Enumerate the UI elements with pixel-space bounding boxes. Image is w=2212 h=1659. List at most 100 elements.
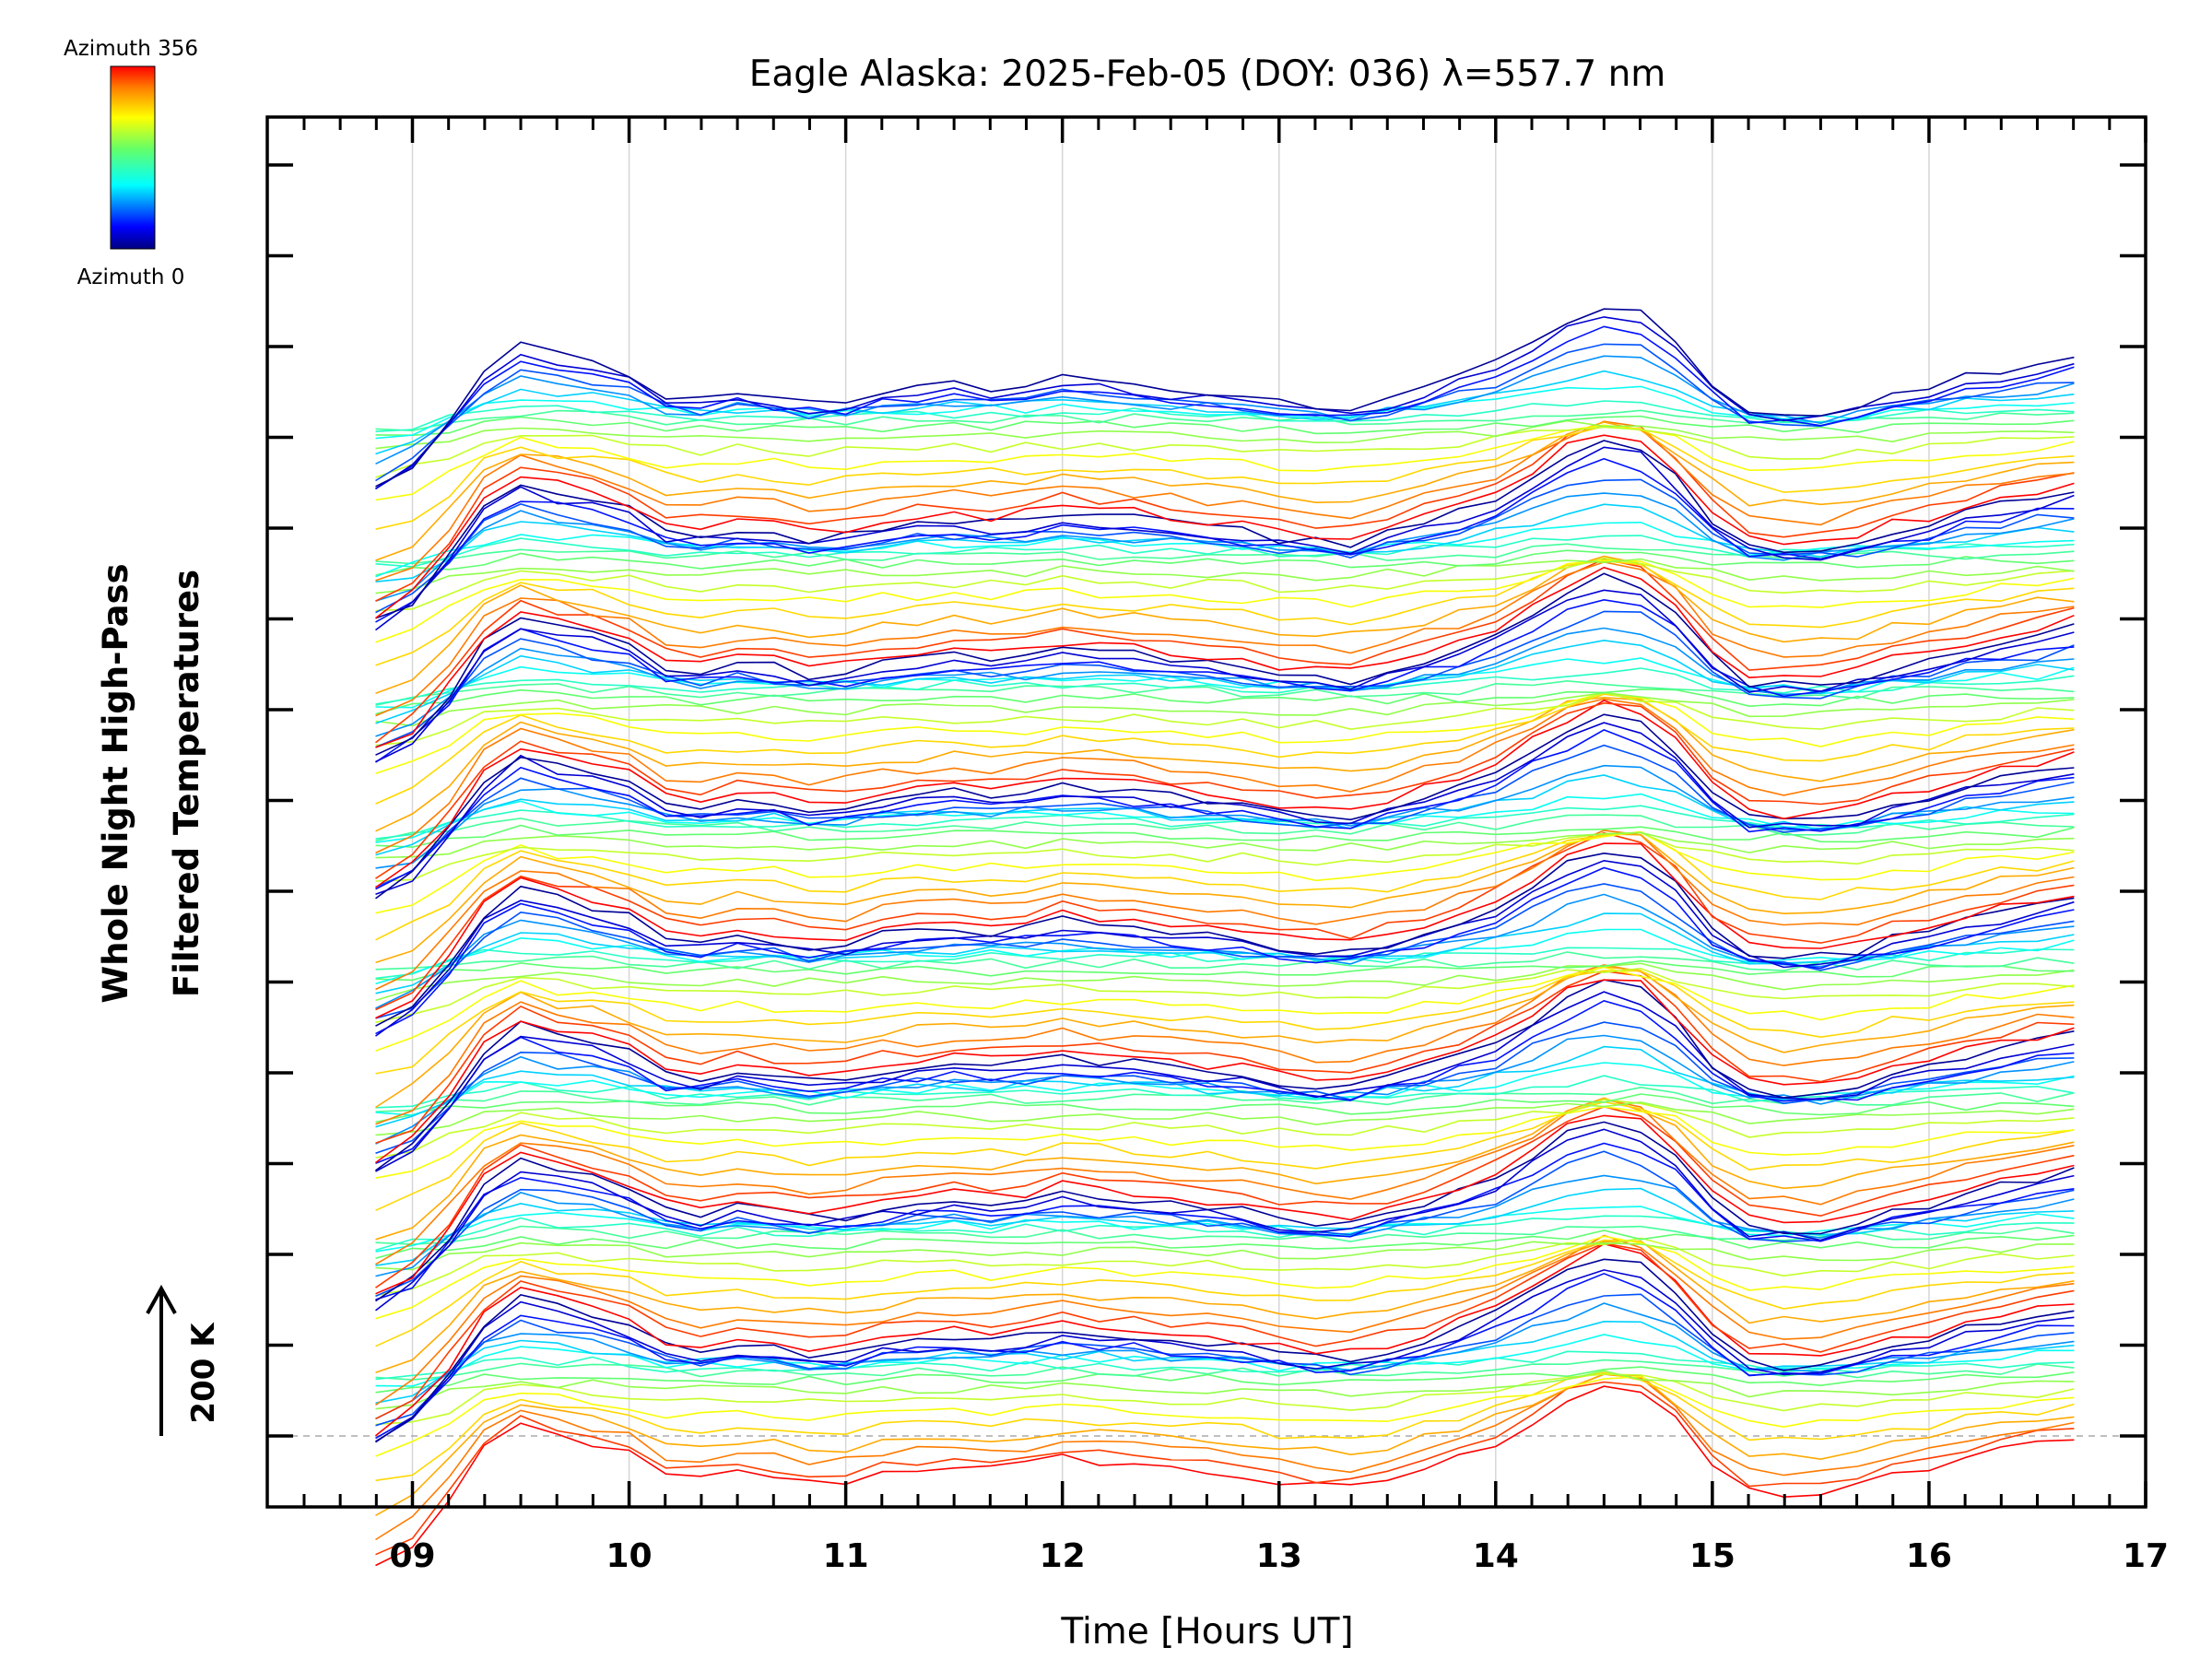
plot-area: 09 10 11 12 13 14 15 16 17: [265, 115, 2169, 1575]
trace-az-188: [375, 814, 2075, 842]
trace-az-293: [375, 610, 2075, 748]
colorbar: Azimuth 356 Azimuth 0: [64, 37, 198, 289]
trace-az-84: [375, 1100, 2075, 1212]
trace-az-0: [375, 566, 2075, 748]
trace-az-147: [375, 1101, 2075, 1136]
trace-az-314: [375, 325, 2075, 489]
y-axis-label-line2: Filtered Temperatures: [167, 570, 206, 997]
trace-az-105: [375, 830, 2075, 914]
trace-az-335: [375, 1269, 2075, 1442]
trace-az-230: [375, 928, 2075, 985]
trace-az-230: [375, 793, 2075, 843]
trace-az-335: [375, 589, 2075, 763]
colorbar-gradient: [110, 65, 156, 250]
x-tick-label: 15: [1689, 1537, 1735, 1575]
trace-lines: [375, 308, 2075, 1567]
trace-az-126: [375, 557, 2075, 612]
trace-az-105: [375, 1375, 2075, 1457]
trace-az-147: [375, 962, 2075, 1002]
trace-az-63: [375, 555, 2075, 695]
trace-az-335: [375, 859, 2075, 1037]
scale-arrow-head: [146, 1284, 177, 1314]
x-tick-label: 11: [823, 1537, 869, 1575]
trace-az-84: [375, 1239, 2075, 1347]
trace-az-168: [375, 549, 2075, 576]
trace-az-314: [375, 999, 2075, 1164]
trace-az-126: [375, 1099, 2075, 1159]
trace-az-168: [375, 688, 2075, 715]
trace-az-84: [375, 425, 2075, 530]
scale-bar-label: 200 K: [185, 1322, 222, 1424]
x-tick-label: 17: [2123, 1537, 2169, 1575]
trace-az-63: [375, 1240, 2075, 1374]
trace-az-0: [375, 1114, 2075, 1295]
trace-az-0: [375, 1242, 2075, 1437]
trace-az-105: [375, 966, 2075, 1052]
x-tick-label: 10: [606, 1537, 653, 1575]
trace-az-63: [375, 965, 2075, 1109]
trace-az-209: [375, 1215, 2075, 1252]
trace-az-84: [375, 693, 2075, 805]
trace-az-335: [375, 991, 2075, 1172]
trace-az-63: [375, 1373, 2075, 1516]
x-tick-label: 09: [389, 1537, 435, 1575]
trace-az-21: [375, 558, 2075, 744]
trace-az-21: [375, 425, 2075, 602]
trace-az-168: [375, 1093, 2075, 1124]
trace-az-168: [375, 415, 2075, 437]
x-tick-label: 12: [1040, 1537, 1086, 1575]
trace-az-272: [375, 355, 2075, 465]
trace-az-126: [375, 967, 2075, 1024]
trace-az-84: [375, 970, 2075, 1075]
trace-az-147: [375, 1370, 2075, 1410]
scale-bar: 200 K: [146, 1284, 222, 1436]
trace-az-63: [375, 421, 2075, 561]
trace-az-230: [375, 1206, 2075, 1253]
trace-az-314: [375, 598, 2075, 763]
trace-az-126: [375, 831, 2075, 882]
trace-az-293: [375, 1150, 2075, 1298]
trace-az-0: [375, 434, 2075, 619]
trace-az-356: [375, 308, 2075, 488]
trace-az-84: [375, 1371, 2075, 1482]
trace-az-84: [375, 831, 2075, 941]
trace-az-168: [375, 1230, 2075, 1259]
trace-az-126: [375, 1237, 2075, 1297]
trace-az-126: [375, 426, 2075, 478]
x-tick-label: 14: [1473, 1537, 1519, 1575]
trace-az-105: [375, 1235, 2075, 1320]
axis-ticks: [267, 117, 2147, 1507]
trace-az-21: [375, 1242, 2075, 1420]
trace-az-335: [375, 446, 2075, 631]
trace-az-209: [375, 1350, 2075, 1381]
y-axis-label-line1: Whole Night High-Pass: [96, 563, 135, 1003]
trace-az-126: [375, 1373, 2075, 1426]
trace-az-42: [375, 1373, 2075, 1541]
colorbar-bottom-label: Azimuth 0: [77, 265, 185, 289]
trace-az-314: [375, 729, 2075, 890]
trace-az-0: [375, 700, 2075, 888]
trace-az-356: [375, 979, 2075, 1171]
x-tick-label: 16: [1906, 1537, 1952, 1575]
trace-az-21: [375, 970, 2075, 1145]
trace-az-335: [375, 722, 2075, 896]
trace-az-293: [375, 1021, 2075, 1154]
trace-az-42: [375, 830, 2075, 991]
trace-az-21: [375, 1105, 2075, 1288]
trace-az-188: [375, 951, 2075, 971]
trace-az-63: [375, 833, 2075, 964]
trace-az-230: [375, 385, 2075, 440]
trace-az-314: [375, 866, 2075, 1035]
trace-az-356: [375, 440, 2075, 619]
trace-az-168: [375, 959, 2075, 982]
trace-az-356: [375, 852, 2075, 1027]
trace-az-42: [375, 1099, 2075, 1265]
trace-az-21: [375, 831, 2075, 1011]
trace-az-42: [375, 420, 2075, 582]
trace-az-42: [375, 964, 2075, 1125]
trace-az-0: [375, 842, 2075, 1019]
trace-az-105: [375, 691, 2075, 774]
trace-az-63: [375, 1097, 2075, 1241]
trace-az-21: [375, 1381, 2075, 1556]
trace-az-188: [375, 1359, 2075, 1381]
